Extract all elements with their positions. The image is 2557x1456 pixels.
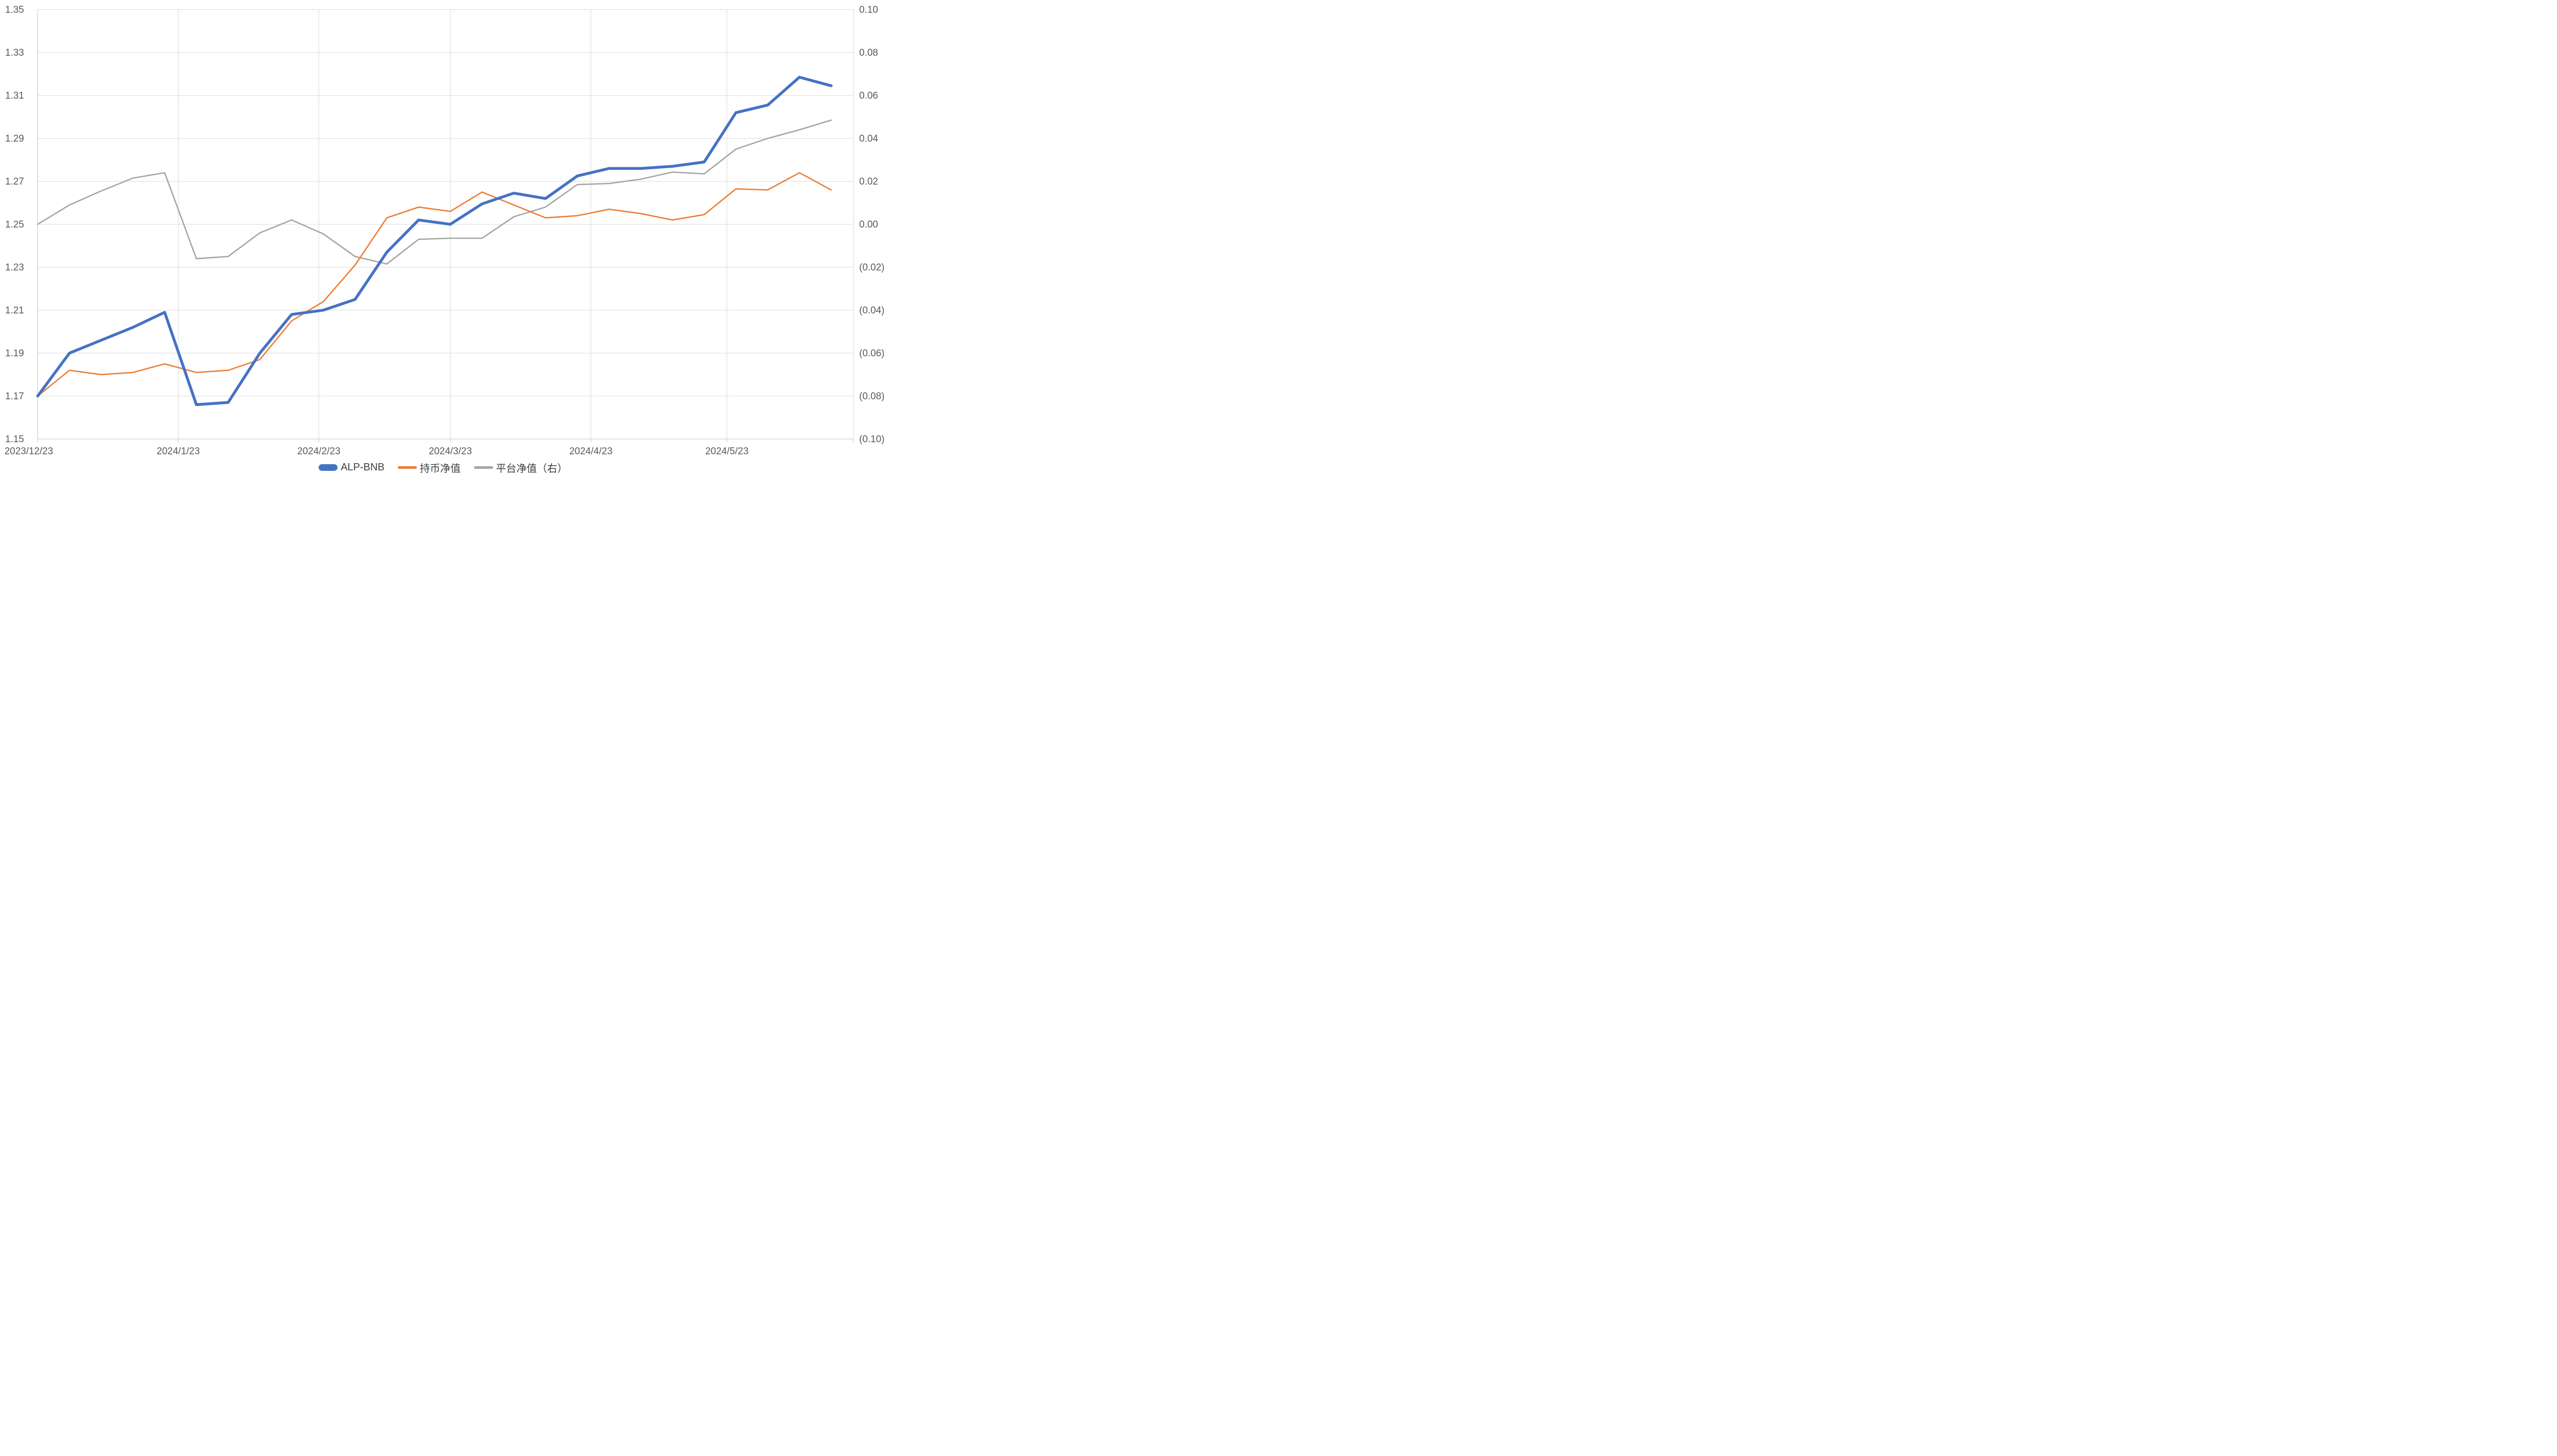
line-chart: 1.35 1.33 1.31 1.29 1.27 1.25 1.23 1.21 1.19 1.17…	[0, 0, 886, 485]
legend-swatch-3	[474, 466, 493, 469]
svg-text:2023/12/23: 2023/12/23	[5, 446, 53, 457]
svg-text:1.25: 1.25	[5, 219, 24, 230]
svg-text:2024/4/23: 2024/4/23	[569, 446, 613, 457]
legend-label-2: 持币净值	[419, 463, 461, 474]
legend-label-1: ALP-BNB	[341, 462, 385, 473]
left-axis-labels: 1.35 1.33 1.31 1.29 1.27 1.25 1.23 1.21 1.19 1.17…	[5, 5, 24, 445]
svg-text:1.15: 1.15	[5, 434, 24, 445]
series-line-1	[36, 76, 833, 406]
series-line-3	[37, 119, 832, 265]
svg-text:0.04: 0.04	[859, 133, 878, 144]
right-axis-labels: 0.10 0.08 0.06 0.04 0.02 0.00 (0.02) (0.04) (0.0…	[859, 5, 885, 445]
svg-text:1.35: 1.35	[5, 5, 24, 15]
svg-text:1.27: 1.27	[5, 176, 24, 187]
svg-text:1.17: 1.17	[5, 391, 24, 402]
legend-swatch-1	[319, 464, 338, 471]
svg-text:(0.06): (0.06)	[859, 348, 885, 359]
svg-text:0.06: 0.06	[859, 90, 878, 101]
svg-text:1.29: 1.29	[5, 133, 24, 144]
svg-text:1.33: 1.33	[5, 48, 24, 58]
legend-swatch-2	[397, 466, 417, 469]
svg-text:1.21: 1.21	[5, 305, 24, 316]
series-lines	[36, 76, 833, 406]
svg-text:(0.04): (0.04)	[859, 305, 885, 316]
svg-text:1.31: 1.31	[5, 90, 24, 101]
series-line-2	[37, 172, 832, 397]
chart-legend: ALP-BNB 持币净值 平台净值（右）	[0, 460, 886, 475]
legend-item-1: ALP-BNB	[319, 462, 385, 473]
svg-text:0.00: 0.00	[859, 219, 878, 230]
svg-text:2024/3/23: 2024/3/23	[429, 446, 472, 457]
chart-svg: 1.35 1.33 1.31 1.29 1.27 1.25 1.23 1.21 1.19 1.17…	[5, 5, 885, 457]
svg-text:2024/1/23: 2024/1/23	[156, 446, 200, 457]
svg-text:0.02: 0.02	[859, 176, 878, 187]
svg-text:1.19: 1.19	[5, 348, 24, 359]
svg-text:1.23: 1.23	[5, 262, 24, 273]
svg-text:(0.08): (0.08)	[859, 391, 885, 402]
svg-text:0.10: 0.10	[859, 5, 878, 15]
svg-text:(0.10): (0.10)	[859, 434, 885, 445]
svg-text:(0.02): (0.02)	[859, 262, 885, 273]
legend-label-3: 平台净值（右）	[496, 463, 568, 474]
x-axis-labels: 2023/12/23 2024/1/23 2024/2/23 2024/3/23 202…	[5, 446, 749, 457]
legend-item-3: 平台净值（右）	[474, 460, 568, 475]
legend-item-2: 持币净值	[397, 460, 461, 475]
svg-text:2024/5/23: 2024/5/23	[705, 446, 749, 457]
svg-text:0.08: 0.08	[859, 48, 878, 58]
gridlines	[37, 9, 854, 443]
svg-text:2024/2/23: 2024/2/23	[297, 446, 341, 457]
